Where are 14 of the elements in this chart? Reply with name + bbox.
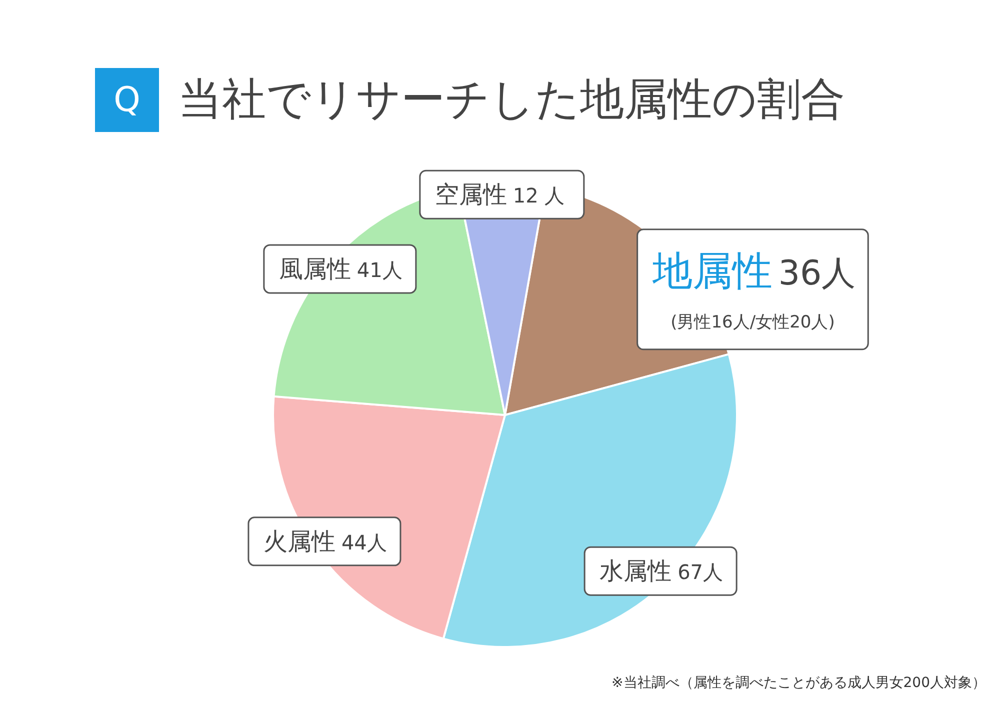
text: Q [95,68,159,132]
slice-label: 火属性 [263,527,336,556]
data-label: 44人 [341,530,387,554]
slice-label: 空属性 [434,180,507,209]
slice-label: 水属性 [600,557,672,586]
data-label: 12 人 [512,184,565,208]
slice-label: 地属性 [651,248,772,294]
slice-label: 風属性 [278,254,351,283]
data-label: 36人 [778,253,856,294]
text: (男性16人/女性20人) [670,312,835,332]
data-label: 67人 [678,560,724,584]
chart-title: 当社でリサーチした地属性の割合 [178,73,845,127]
data-label: 41人 [356,258,402,282]
text: ※当社調べ（属性を調べたことがある成人男女200人対象） [612,674,986,692]
